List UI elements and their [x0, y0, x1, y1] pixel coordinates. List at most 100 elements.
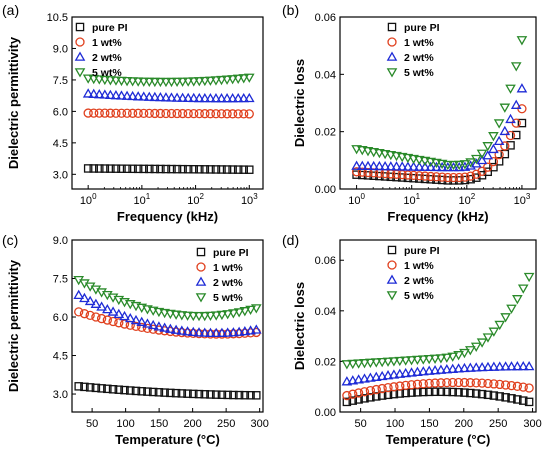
x-tick-label: 102: [187, 192, 204, 207]
data-point: [429, 365, 441, 375]
data-point: [217, 165, 226, 174]
data-point: [459, 377, 470, 388]
data-point: [155, 108, 166, 119]
data-point: [417, 366, 429, 376]
legend-label: pure PI: [92, 22, 128, 34]
data-point: [413, 161, 425, 171]
data-point: [347, 375, 359, 385]
data-point: [414, 171, 424, 181]
data-point: [73, 289, 85, 299]
data-point: [137, 387, 146, 396]
data-point: [402, 161, 414, 171]
data-point: [229, 390, 238, 400]
series-1-wt-: [83, 108, 254, 119]
data-point: [377, 383, 387, 394]
data-point: [442, 387, 452, 397]
data-point: [512, 381, 523, 391]
data-point: [105, 89, 116, 100]
data-point: [359, 373, 370, 383]
data-point: [505, 84, 516, 94]
data-point: [166, 388, 175, 398]
data-point: [110, 90, 122, 100]
data-point: [79, 292, 90, 303]
data-point: [477, 389, 487, 399]
data-point: [453, 160, 465, 171]
data-point: [96, 313, 107, 324]
legend-label: 1 wt%: [404, 260, 434, 272]
data-point: [412, 366, 423, 376]
legend-marker: [75, 37, 85, 47]
data-point: [114, 385, 124, 394]
y-tick-label: 7.5: [53, 75, 68, 87]
data-point: [436, 378, 446, 388]
data-point: [524, 383, 534, 393]
data-point: [370, 371, 382, 381]
data-point: [94, 108, 104, 118]
legend-label: 2 wt%: [404, 275, 434, 287]
data-point: [412, 379, 423, 389]
data-point: [113, 308, 125, 319]
data-point: [182, 326, 193, 336]
data-point: [500, 380, 511, 390]
data-point: [506, 304, 517, 314]
x-tick-label: 100: [116, 418, 134, 430]
data-point: [143, 387, 152, 396]
data-point: [417, 355, 429, 365]
data-point: [507, 394, 516, 403]
data-point: [205, 327, 216, 337]
data-point: [195, 165, 204, 174]
data-point: [80, 382, 89, 392]
data-point: [171, 92, 183, 102]
x-tick-label: 150: [150, 418, 168, 430]
data-point: [465, 378, 475, 388]
data-point: [382, 357, 394, 367]
data-point: [108, 316, 118, 327]
legend-marker: [74, 51, 86, 61]
data-point: [365, 372, 376, 382]
data-point: [243, 92, 255, 103]
data-point: [176, 325, 188, 335]
data-point: [516, 36, 528, 46]
data-point: [136, 316, 148, 326]
legend-label: pure PI: [404, 22, 440, 34]
data-point: [222, 310, 233, 320]
data-point: [436, 159, 448, 170]
data-point: [351, 145, 362, 155]
data-point: [102, 303, 113, 314]
data-point: [459, 348, 470, 359]
data-point: [239, 307, 251, 317]
data-point: [348, 389, 358, 399]
data-point: [470, 362, 482, 372]
data-point: [442, 377, 452, 388]
data-point: [388, 357, 400, 367]
data-point: [199, 92, 211, 103]
data-point: [177, 108, 188, 119]
data-point: [368, 148, 380, 158]
data-point: [216, 93, 227, 103]
data-point: [105, 108, 116, 118]
data-point: [238, 92, 250, 103]
y-tick-label: 3.0: [53, 389, 68, 401]
data-point: [165, 323, 176, 333]
data-point: [102, 315, 112, 325]
x-tick-label: 200: [183, 418, 201, 430]
series-1-wt-: [351, 104, 527, 183]
data-point: [394, 368, 406, 378]
data-point: [499, 125, 511, 136]
plot-frame: [71, 239, 264, 413]
data-point: [239, 165, 248, 174]
x-tick-label: 200: [455, 418, 473, 430]
data-point: [107, 306, 119, 316]
data-point: [408, 161, 419, 171]
data-point: [483, 167, 492, 177]
data-point: [408, 170, 419, 181]
data-point: [488, 157, 499, 167]
data-point: [506, 141, 515, 150]
data-point: [423, 355, 435, 365]
data-point: [116, 108, 127, 118]
x-tick-label: 103: [241, 192, 258, 207]
data-point: [160, 92, 172, 102]
data-point: [223, 390, 232, 400]
data-point: [431, 172, 442, 182]
data-point: [110, 76, 122, 86]
